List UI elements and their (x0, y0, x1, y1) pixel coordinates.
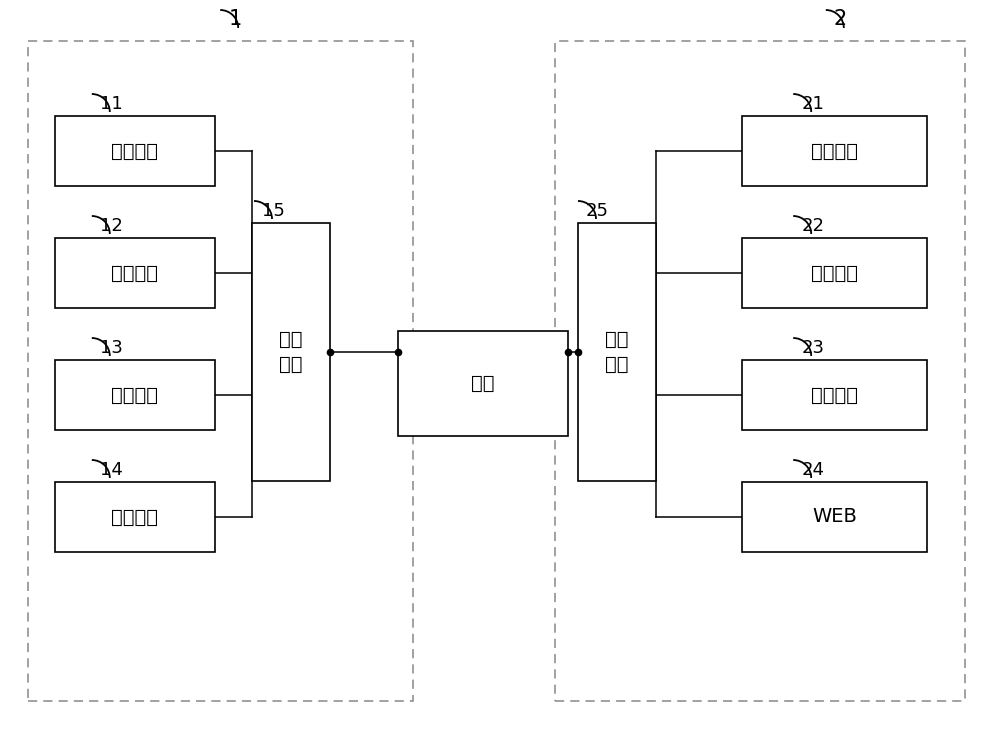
Text: 1: 1 (228, 9, 241, 29)
Bar (398, 331, 568, 436)
Text: 14: 14 (100, 461, 123, 479)
Text: 策略管理: 策略管理 (811, 263, 858, 283)
Text: 25: 25 (586, 202, 609, 220)
Text: 12: 12 (100, 217, 123, 235)
Text: 系统监控: 系统监控 (112, 386, 158, 405)
Text: 22: 22 (801, 217, 824, 235)
Bar (55, 482, 215, 552)
Text: 硬件监控: 硬件监控 (112, 508, 158, 526)
Bar (742, 238, 927, 308)
Bar (742, 360, 927, 430)
Text: 2: 2 (834, 9, 847, 29)
Text: 通信
模块: 通信 模块 (605, 330, 629, 374)
Text: 13: 13 (100, 339, 123, 357)
Text: 事件处理: 事件处理 (811, 386, 858, 405)
Bar (252, 223, 330, 481)
Bar (555, 41, 965, 701)
Bar (55, 238, 215, 308)
Text: 数据存储: 数据存储 (811, 141, 858, 160)
Text: 网络: 网络 (471, 374, 495, 393)
Bar (55, 116, 215, 186)
Bar (578, 223, 656, 481)
Bar (28, 41, 413, 701)
Text: 系统信息: 系统信息 (112, 141, 158, 160)
Text: 11: 11 (100, 95, 123, 113)
Text: 24: 24 (801, 461, 824, 479)
Text: 21: 21 (801, 95, 824, 113)
Bar (742, 116, 927, 186)
Text: 15: 15 (262, 202, 285, 220)
Bar (742, 482, 927, 552)
Text: WEB: WEB (812, 508, 857, 526)
Bar (55, 360, 215, 430)
Text: 驱动信息: 驱动信息 (112, 263, 158, 283)
Text: 23: 23 (801, 339, 824, 357)
Text: 通信
模块: 通信 模块 (279, 330, 303, 374)
